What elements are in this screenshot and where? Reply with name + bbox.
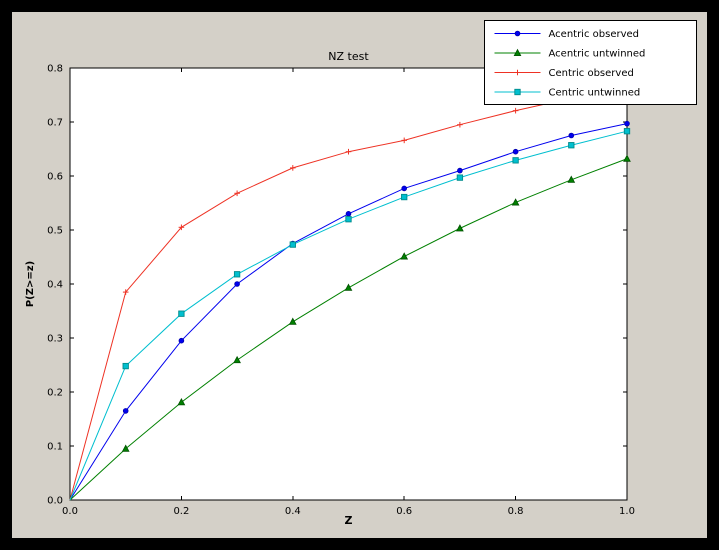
y-tick-label: 0.7 — [47, 118, 63, 129]
y-tick-label: 0.4 — [47, 280, 63, 291]
chart-title: NZ test — [328, 50, 369, 63]
legend-entry: Centric untwinned — [494, 88, 641, 99]
legend-label: Acentric untwinned — [549, 49, 646, 60]
x-tick-label: 0.8 — [508, 506, 524, 517]
series-acentric-untwinned — [69, 154, 631, 501]
y-tick-label: 0.3 — [47, 334, 63, 345]
x-tick-label: 1.0 — [619, 506, 635, 517]
x-axis-label: Z — [344, 514, 353, 527]
y-tick-label: 0.8 — [47, 64, 63, 75]
y-axis-label: P(Z>=z) — [25, 260, 36, 308]
y-tick-label: 0.5 — [47, 226, 63, 237]
y-tick-label: 0.0 — [47, 496, 63, 507]
series-centric-observed — [69, 86, 630, 501]
legend-entry: Acentric observed — [494, 29, 640, 40]
legend-label: Acentric observed — [549, 29, 640, 40]
x-tick-label: 0.6 — [396, 506, 412, 517]
y-tick-label: 0.6 — [47, 172, 63, 183]
y-tick-label: 0.1 — [47, 442, 63, 453]
series-acentric-observed — [69, 120, 630, 501]
series-centric-untwinned — [69, 128, 631, 501]
x-axis-ticks: 0.0 0.2 0.4 0.6 0.8 1.0 — [62, 68, 635, 517]
x-tick-label: 0.0 — [62, 506, 78, 517]
x-tick-label: 0.2 — [173, 506, 189, 517]
legend-entry: Acentric untwinned — [494, 49, 646, 60]
legend-label: Centric untwinned — [549, 88, 641, 99]
x-tick-label: 0.4 — [285, 506, 301, 517]
legend-entry: Centric observed — [494, 68, 634, 79]
legend-label: Centric observed — [549, 68, 634, 79]
legend: Acentric observed Acentric untwinned Centr… — [484, 20, 697, 105]
y-tick-label: 0.2 — [47, 388, 63, 399]
